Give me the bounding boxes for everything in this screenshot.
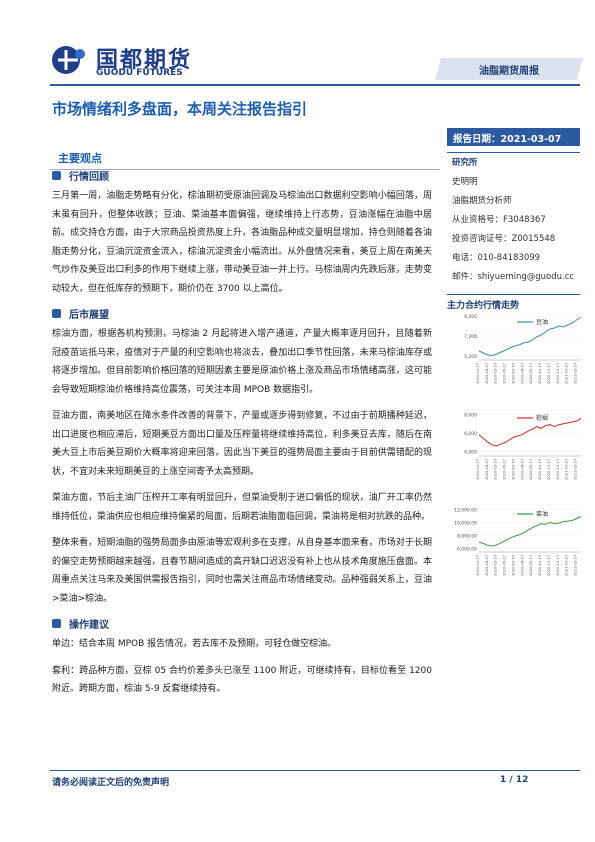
x-tick-label: 2020-11-17: [547, 555, 551, 576]
x-tick-label: 2020-06-17: [503, 555, 507, 576]
x-tick-label: 2021-02-17: [574, 363, 578, 384]
x-tick-label: 2020-10-17: [538, 459, 542, 480]
paragraph: 套利：跨品种方面，豆棕 05 合约价差多头已涨至 1100 附近，可继续持有，目…: [52, 665, 432, 695]
x-tick-label: 2020-10-17: [538, 363, 542, 384]
x-tick-label: 2020-04-17: [485, 363, 489, 384]
heading-text: 行情回顾: [69, 172, 109, 183]
paragraph: 菜油方面，节后主油厂压榨开工率有明显回升，但菜油受制于进口偏低的现状，油厂开工率…: [52, 493, 432, 522]
x-tick-label: 2020-03-17: [476, 459, 480, 480]
legend-label: 豆油: [536, 318, 548, 326]
x-tick-label: 2020-12-17: [556, 363, 560, 384]
x-tick-label: 2020-12-17: [556, 555, 560, 576]
y-tick-label: 7,200: [464, 334, 477, 340]
title: 市场情绪利多盘面，本周关注报告指引: [52, 100, 308, 118]
main-body: 行情回顾 三月第一周，油脂走势略有分化，棕油期初受原油回调及马棕油出口数据利空影…: [52, 162, 432, 707]
y-tick-label: 12,000.00: [454, 507, 477, 513]
x-tick-label: 2020-08-17: [520, 555, 524, 576]
sidebar: 研究所 史明明 油脂期货分析师 从业资格号：F3048367 投资咨询证号：Z0…: [452, 154, 574, 287]
x-tick-label: 2020-07-17: [511, 459, 515, 480]
role: 油脂期货分析师: [452, 196, 512, 206]
paragraph: 单边：结合本周 MPOB 报告情况，若去库不及预期，可轻仓做空棕油。: [52, 639, 337, 649]
x-tick-label: 2020-05-17: [494, 555, 498, 576]
legend-label: 棕榈: [536, 414, 548, 422]
x-tick-label: 2020-04-17: [485, 459, 489, 480]
disclaimer: 请务必阅读正文后的免责声明: [52, 778, 170, 788]
y-tick-label: 6,000.00: [457, 547, 477, 553]
paragraph: 棕油方面，根据各机构预测，马棕油 2 月起将进入增产通道，产量大概率逐月回升，且…: [52, 329, 432, 395]
charts: 5,200 7,200 9,200 2020-03-17 2020-04-17 2020-…: [454, 314, 582, 576]
x-tick-label: 2021-01-17: [565, 363, 569, 384]
rule: [50, 770, 580, 771]
y-tick-label: 10,000.00: [454, 520, 477, 526]
phone: 电话：010-84183099: [452, 253, 541, 263]
paragraph: 整体来看，短期油脂的强势局面多由原油等宏观利多在支撑，从自身基本面来看，市场对于…: [52, 538, 432, 604]
y-tick-label: 8,000: [464, 413, 477, 419]
charts-title: 主力合约行情走势: [447, 294, 580, 311]
org: 研究所: [452, 158, 478, 168]
y-tick-label: 6,000: [464, 431, 477, 437]
heading-text: 操作建议: [69, 620, 109, 631]
email: 邮件：shiyueming@guodu.cc: [452, 272, 575, 282]
logo-icon: [50, 42, 90, 78]
x-tick-label: 2020-03-17: [476, 363, 480, 384]
x-tick-label: 2020-08-17: [520, 363, 524, 384]
x-tick-label: 2020-11-17: [547, 363, 551, 384]
section-heading: 行情回顾: [52, 168, 432, 183]
series-line: [478, 316, 582, 357]
x-tick-label: 2021-02-17: [574, 555, 578, 576]
x-tick-label: 2020-09-17: [529, 555, 533, 576]
report-date: 报告日期：2021-03-07: [447, 128, 580, 146]
y-tick-label: 4,000: [464, 449, 477, 455]
logo-cn: 国都期货: [96, 48, 193, 73]
heading-text: 后市展望: [69, 310, 109, 321]
legend-label: 菜油: [536, 510, 548, 518]
paragraph: 三月第一周，油脂走势略有分化，棕油期初受原油回调及马棕油出口数据利空影响小幅回落…: [52, 191, 432, 294]
x-tick-label: 2020-11-17: [547, 459, 551, 480]
y-tick-label: 5,200: [464, 354, 477, 360]
page-number: 1 / 12: [500, 775, 529, 785]
section-heading: 操作建议: [52, 616, 432, 631]
rule: [50, 84, 580, 86]
series-line: [478, 417, 582, 447]
y-tick-label: 9,200: [464, 314, 477, 320]
x-tick-label: 2020-05-17: [494, 363, 498, 384]
tag: 油脂期货周报: [479, 66, 539, 77]
section-heading: 后市展望: [52, 306, 432, 321]
x-tick-label: 2020-10-17: [538, 555, 542, 576]
x-tick-label: 2020-06-17: [503, 363, 507, 384]
x-tick-label: 2020-05-17: [494, 459, 498, 480]
y-tick-label: 8,000.00: [457, 534, 477, 540]
license: 从业资格号：F3048367: [452, 215, 546, 225]
consult: 投资咨询证号：Z0015548: [452, 234, 556, 244]
x-tick-label: 2020-09-17: [529, 363, 533, 384]
x-tick-label: 2021-01-17: [565, 555, 569, 576]
x-tick-label: 2020-08-17: [520, 459, 524, 480]
x-tick-label: 2020-12-17: [556, 459, 560, 480]
main-heading: 主要观点: [50, 150, 440, 170]
rule: [447, 152, 580, 153]
analyst: 史明明: [452, 177, 478, 187]
x-tick-label: 2020-07-17: [511, 363, 515, 384]
x-tick-label: 2021-01-17: [565, 459, 569, 480]
paragraph: 豆油方面，南美地区在降水条件改善的背景下，产量或逐步得到修复，不过由于前期播种延…: [52, 411, 432, 477]
x-tick-label: 2021-02-17: [574, 459, 578, 480]
x-tick-label: 2020-09-17: [529, 459, 533, 480]
x-tick-label: 2020-06-17: [503, 459, 507, 480]
x-tick-label: 2020-03-17: [476, 555, 480, 576]
x-tick-label: 2020-04-17: [485, 555, 489, 576]
series-line: [478, 516, 582, 547]
logo-en: GUODU FUTURES: [96, 68, 183, 78]
x-tick-label: 2020-07-17: [511, 555, 515, 576]
